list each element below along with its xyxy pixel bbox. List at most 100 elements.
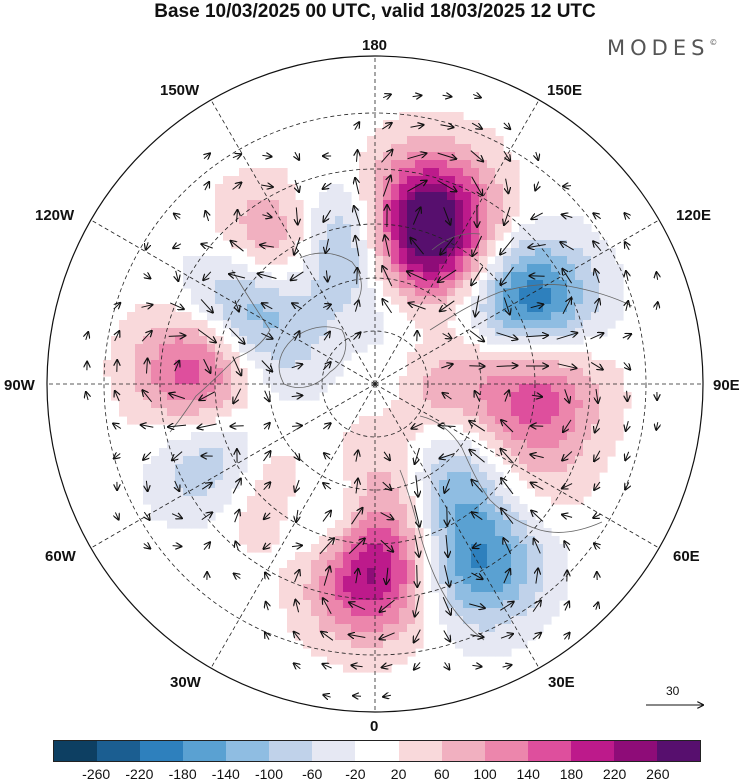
anomaly-cell: [431, 544, 440, 553]
anomaly-cell: [207, 504, 216, 513]
anomaly-cell: [159, 368, 168, 377]
anomaly-cell: [447, 256, 456, 265]
anomaly-cell: [575, 432, 584, 441]
anomaly-cell: [551, 384, 560, 393]
anomaly-cell: [303, 576, 312, 585]
anomaly-cell: [375, 560, 384, 569]
anomaly-cell: [439, 600, 448, 609]
anomaly-cell: [415, 536, 424, 545]
anomaly-cell: [479, 456, 488, 465]
anomaly-cell: [271, 328, 280, 337]
wind-arrow: [532, 633, 541, 640]
anomaly-cell: [351, 616, 360, 625]
anomaly-cell: [439, 168, 448, 177]
anomaly-cell: [583, 368, 592, 377]
anomaly-cell: [207, 480, 216, 489]
anomaly-cell: [319, 288, 328, 297]
wind-arrow: [593, 241, 602, 252]
anomaly-cell: [495, 640, 504, 649]
wind-arrow: [626, 301, 628, 312]
colorbar-swatch: [441, 741, 485, 761]
anomaly-cell: [351, 312, 360, 321]
anomaly-cell: [103, 368, 112, 377]
anomaly-cell: [287, 184, 296, 193]
anomaly-cell: [271, 200, 280, 209]
wind-arrow: [263, 482, 271, 491]
anomaly-cell: [199, 480, 208, 489]
anomaly-cell: [191, 440, 200, 449]
wind-arrow: [353, 696, 362, 697]
anomaly-cell: [383, 256, 392, 265]
anomaly-cell: [535, 376, 544, 385]
anomaly-cell: [343, 248, 352, 257]
anomaly-cell: [367, 456, 376, 465]
anomaly-cell: [311, 256, 320, 265]
anomaly-cell: [207, 416, 216, 425]
wind-arrow: [413, 505, 419, 526]
anomaly-cell: [263, 520, 272, 529]
anomaly-cell: [215, 200, 224, 209]
anomaly-cell: [511, 352, 520, 361]
anomaly-cell: [543, 480, 552, 489]
anomaly-cell: [335, 304, 344, 313]
anomaly-cell: [455, 256, 464, 265]
wind-arrow: [437, 180, 457, 192]
anomaly-cell: [183, 320, 192, 329]
wind-arrow: [536, 151, 538, 160]
wind-arrow: [197, 424, 217, 428]
anomaly-cell: [199, 328, 208, 337]
anomaly-cell: [183, 440, 192, 449]
anomaly-cell: [479, 416, 488, 425]
anomaly-cell: [335, 624, 344, 633]
anomaly-cell: [607, 296, 616, 305]
anomaly-cell: [559, 272, 568, 281]
anomaly-cell: [399, 616, 408, 625]
anomaly-cell: [431, 128, 440, 137]
anomaly-cell: [463, 608, 472, 617]
anomaly-cell: [439, 520, 448, 529]
anomaly-cell: [519, 520, 528, 529]
anomaly-cell: [431, 496, 440, 505]
anomaly-cell: [479, 136, 488, 145]
anomaly-cell: [455, 184, 464, 193]
wind-arrow: [322, 511, 331, 522]
anomaly-cell: [599, 400, 608, 409]
anomaly-cell: [503, 384, 512, 393]
anomaly-cell: [495, 600, 504, 609]
wind-arrow: [232, 183, 242, 190]
anomaly-cell: [343, 504, 352, 513]
anomaly-cell: [503, 624, 512, 633]
anomaly-cell: [263, 248, 272, 257]
wind-arrow: [439, 426, 456, 427]
anomaly-cell: [319, 280, 328, 289]
wind-arrow: [200, 299, 213, 312]
anomaly-cell: [519, 640, 528, 649]
anomaly-cell: [527, 552, 536, 561]
anomaly-cell: [511, 368, 520, 377]
wind-arrow: [531, 212, 543, 219]
anomaly-cell: [359, 456, 368, 465]
anomaly-cell: [447, 392, 456, 401]
anomaly-cell: [439, 152, 448, 161]
anomaly-cell: [335, 584, 344, 593]
anomaly-cell: [471, 576, 480, 585]
anomaly-cell: [535, 368, 544, 377]
anomaly-cell: [495, 440, 504, 449]
anomaly-cell: [519, 360, 528, 369]
anomaly-cell: [319, 344, 328, 353]
anomaly-cell: [439, 440, 448, 449]
anomaly-cell: [287, 384, 296, 393]
anomaly-cell: [255, 200, 264, 209]
anomaly-cell: [391, 624, 400, 633]
anomaly-cell: [351, 320, 360, 329]
anomaly-cell: [607, 256, 616, 265]
anomaly-cell: [287, 624, 296, 633]
anomaly-cell: [383, 648, 392, 657]
anomaly-cell: [567, 488, 576, 497]
anomaly-cell: [503, 192, 512, 201]
anomaly-cell: [135, 320, 144, 329]
anomaly-cell: [495, 136, 504, 145]
anomaly-cell: [535, 408, 544, 417]
anomaly-cell: [167, 304, 176, 313]
anomaly-cell: [215, 432, 224, 441]
